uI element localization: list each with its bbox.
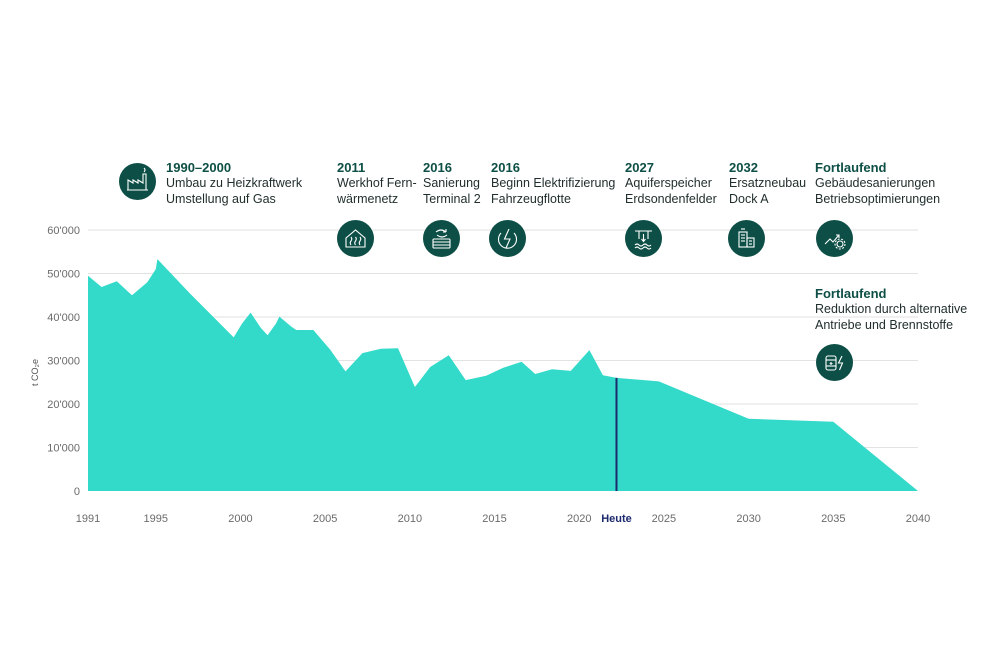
- milestone-year: Fortlaufend: [815, 160, 887, 175]
- milestone-text: Werkhof Fern-: [337, 176, 417, 190]
- x-tick-label: 2000: [228, 513, 252, 525]
- milestone-text: Gebäudesanierungen: [815, 176, 936, 190]
- milestone-year: 2011: [337, 160, 366, 175]
- y-axis-label: t CO₂e: [30, 359, 40, 386]
- milestone-year: Fortlaufend: [815, 286, 887, 301]
- x-tick-label: 2030: [736, 513, 760, 525]
- milestone-year: 2016: [423, 160, 452, 175]
- x-tick-label: 2035: [821, 513, 845, 525]
- y-tick-label: 60'000: [47, 225, 80, 237]
- milestone-text: Sanierung: [423, 176, 480, 190]
- x-tick-label: 2020: [567, 513, 591, 525]
- renovation-icon: [423, 220, 460, 257]
- milestone-text: Beginn Elektrifizierung: [491, 176, 616, 190]
- x-tick-label: 2015: [482, 513, 506, 525]
- heat-house-icon: [337, 220, 374, 257]
- milestone-text: Aquiferspeicher: [625, 176, 712, 190]
- y-tick-label: 10'000: [47, 443, 80, 455]
- today-label: Heute: [601, 513, 632, 525]
- milestone-text: Fahrzeugflotte: [491, 191, 571, 206]
- milestone-2032: 2032 Ersatzneubau Dock A: [729, 160, 806, 207]
- milestone-text: Umbau zu Heizkraftwerk: [166, 176, 303, 190]
- milestone-text: Betriebsoptimierungen: [815, 191, 941, 206]
- milestone-ongoing-fuels: Fortlaufend Reduktion durch alternative …: [815, 286, 967, 333]
- milestone-year: 1990–2000: [166, 160, 232, 175]
- emissions-area: [88, 259, 918, 491]
- milestone-text: wärmenetz: [337, 191, 399, 206]
- milestone-year: 2027: [625, 160, 654, 175]
- building-icon: [728, 220, 765, 257]
- milestone-text: Reduktion durch alternative: [815, 302, 968, 316]
- x-tick-label: 1991: [76, 513, 100, 525]
- y-tick-label: 20'000: [47, 399, 80, 411]
- y-tick-label: 0: [74, 486, 80, 498]
- milestone-text: Terminal 2: [423, 191, 481, 206]
- milestone-ongoing-buildings: Fortlaufend Gebäudesanierungen Betriebso…: [815, 160, 940, 207]
- milestone-year: 2032: [729, 160, 758, 175]
- milestone-2027: 2027 Aquiferspeicher Erdsondenfelder: [625, 160, 717, 207]
- x-tick-label: 2010: [398, 513, 422, 525]
- y-tick-label: 40'000: [47, 312, 80, 324]
- x-tick-label: 1995: [144, 513, 168, 525]
- y-axis-ticks: 0 10'000 20'000 30'000 40'000 50'000 60'000: [47, 225, 80, 498]
- electric-icon: [489, 220, 526, 257]
- y-tick-label: 30'000: [47, 356, 80, 368]
- groundwater-icon: [625, 220, 662, 257]
- optimization-icon: [816, 220, 853, 257]
- milestone-2011: 2011 Werkhof Fern- wärmenetz: [337, 160, 417, 207]
- milestone-1990-2000: 1990–2000 Umbau zu Heizkraftwerk Umstell…: [166, 160, 302, 207]
- x-axis-ticks: 1991 1995 2000 2005 2010 2015 2020 2025 2030 2035…: [76, 513, 930, 525]
- y-tick-label: 50'000: [47, 269, 80, 281]
- milestone-year: 2016: [491, 160, 520, 175]
- fuel-icon: [816, 344, 853, 381]
- milestone-text: Antriebe und Brennstoffe: [815, 317, 954, 332]
- milestone-2016-terminal: 2016 Sanierung Terminal 2: [423, 160, 481, 207]
- milestone-2016-fleet: 2016 Beginn Elektrifizierung Fahrzeugflo…: [491, 160, 615, 207]
- x-tick-label: 2025: [652, 513, 676, 525]
- x-tick-label: 2005: [313, 513, 337, 525]
- milestone-text: Dock A: [729, 191, 769, 206]
- milestone-text: Umstellung auf Gas: [166, 191, 276, 206]
- milestone-text: Ersatzneubau: [729, 176, 807, 190]
- x-tick-label: 2040: [906, 513, 930, 525]
- milestone-text: Erdsondenfelder: [625, 191, 717, 206]
- factory-icon: [119, 163, 156, 200]
